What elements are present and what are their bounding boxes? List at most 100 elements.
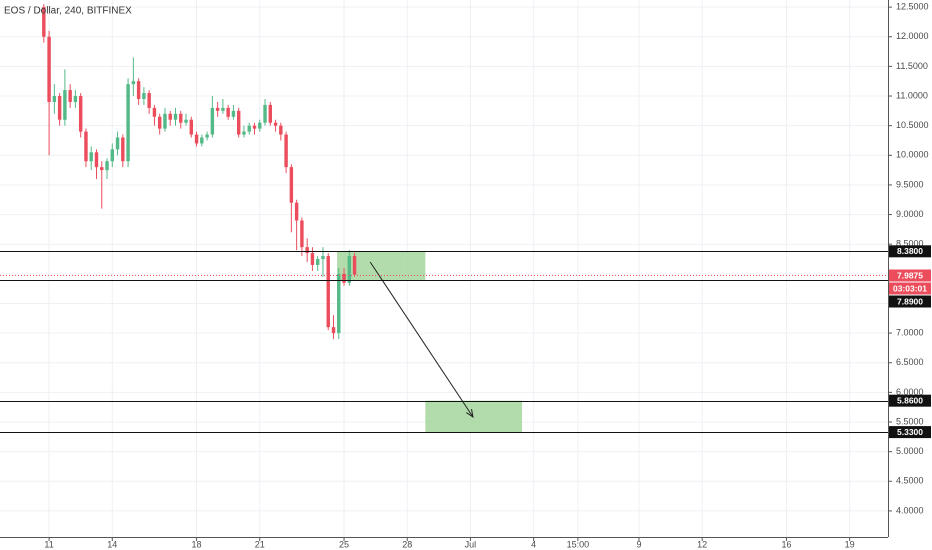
candle-body bbox=[73, 96, 78, 102]
plot bbox=[0, 4, 888, 433]
candle-body bbox=[194, 134, 199, 144]
candle-body bbox=[210, 107, 215, 135]
candle-body bbox=[252, 125, 257, 129]
price-badge bbox=[889, 394, 931, 407]
x-tick-label: Jul bbox=[465, 539, 477, 549]
candle-body bbox=[52, 96, 57, 102]
candle-body bbox=[294, 202, 299, 221]
x-tick-label: 18 bbox=[192, 539, 202, 549]
candle-body bbox=[89, 152, 93, 162]
candle-body bbox=[331, 327, 336, 334]
chart-title: EOS / Dollar, 240, BITFINEX bbox=[4, 6, 132, 17]
y-tick-label: 11.0000 bbox=[896, 90, 928, 100]
candle-body bbox=[78, 96, 83, 132]
candle-body bbox=[142, 93, 146, 99]
x-tick-label: 16 bbox=[781, 539, 791, 549]
candle-body bbox=[342, 273, 346, 283]
candle-body bbox=[337, 273, 341, 334]
candle-body bbox=[263, 104, 267, 123]
candle-body bbox=[247, 125, 251, 132]
arrow bbox=[369, 261, 474, 418]
candle-body bbox=[347, 256, 352, 283]
candle-body bbox=[121, 137, 125, 162]
x-tick-label: 15:00 bbox=[567, 539, 590, 549]
y-tick-label: 4.0000 bbox=[896, 505, 924, 515]
candle-body bbox=[68, 90, 72, 102]
candle-body bbox=[242, 131, 246, 135]
candle-body bbox=[179, 113, 183, 123]
candle-body bbox=[273, 122, 278, 126]
candle-body bbox=[152, 107, 157, 117]
candle-body bbox=[136, 81, 141, 99]
candle-body bbox=[163, 113, 167, 129]
price-badge-label: 7.8900 bbox=[897, 296, 923, 306]
candle-body bbox=[63, 90, 67, 120]
x-tick-label: 14 bbox=[107, 539, 117, 549]
candle-body bbox=[173, 113, 178, 120]
candle-body bbox=[42, 7, 46, 37]
candle-body bbox=[105, 161, 109, 171]
price-badge-label: 5.8600 bbox=[897, 395, 923, 405]
candle-body bbox=[300, 220, 304, 248]
candle-body bbox=[305, 247, 309, 254]
y-tick-label: 12.5000 bbox=[896, 1, 929, 11]
candle-body bbox=[289, 167, 294, 203]
y-tick-label: 10.5000 bbox=[896, 120, 929, 130]
candle-body bbox=[215, 107, 220, 111]
candle-body bbox=[94, 152, 99, 168]
grid bbox=[0, 0, 888, 537]
price-badge bbox=[889, 295, 931, 308]
candle-body bbox=[157, 116, 162, 129]
candle-body bbox=[205, 134, 209, 138]
x-tick-label: 21 bbox=[255, 539, 265, 549]
x-tick-label: 4 bbox=[531, 539, 536, 549]
candle-body bbox=[284, 134, 288, 168]
candle-body bbox=[268, 104, 273, 123]
y-tick-label: 8.5000 bbox=[896, 239, 924, 249]
y-tick-label: 9.0000 bbox=[896, 209, 924, 219]
y-tick-label: 5.5000 bbox=[896, 416, 924, 426]
price-badge-label: 7.9875 bbox=[897, 270, 923, 280]
x-tick-label: 25 bbox=[339, 539, 349, 549]
candle-body bbox=[352, 256, 357, 275]
x-tick-label: 19 bbox=[845, 539, 855, 549]
y-tick-label: 4.5000 bbox=[896, 476, 924, 486]
price-badge bbox=[889, 245, 931, 258]
candle-body bbox=[200, 137, 204, 144]
candle-body bbox=[100, 167, 104, 171]
candle-body bbox=[47, 36, 51, 102]
candle-body bbox=[310, 253, 315, 265]
target-box bbox=[425, 400, 523, 433]
candle-body bbox=[57, 96, 62, 120]
candle-body bbox=[221, 107, 225, 111]
price-badge bbox=[889, 269, 931, 282]
y-tick-label: 12.0000 bbox=[896, 31, 929, 41]
price-badge bbox=[889, 282, 931, 295]
price-badge-label: 5.3300 bbox=[897, 427, 923, 437]
candle-body bbox=[321, 256, 325, 260]
arrow-head bbox=[466, 409, 474, 419]
candle-body bbox=[226, 107, 230, 117]
y-tick-label: 9.5000 bbox=[896, 179, 924, 189]
y-tick-label: 10.0000 bbox=[896, 150, 929, 160]
x-tick-label: 9 bbox=[636, 539, 641, 549]
candle-body bbox=[189, 119, 194, 135]
candle-body bbox=[231, 110, 236, 117]
candle-body bbox=[110, 149, 115, 162]
y-tick-label: 6.0000 bbox=[896, 387, 924, 397]
y-tick-label: 11.5000 bbox=[896, 61, 928, 71]
y-tick-label: 5.0000 bbox=[896, 446, 924, 456]
candle-body bbox=[115, 137, 120, 150]
candle-body bbox=[326, 256, 330, 328]
candle-body bbox=[147, 93, 151, 108]
x-tick-label: 12 bbox=[697, 539, 707, 549]
candle-body bbox=[168, 113, 172, 120]
candle-body bbox=[258, 122, 262, 129]
candle-body bbox=[279, 125, 283, 135]
x-tick-label: 11 bbox=[44, 539, 53, 549]
candle-body bbox=[131, 81, 136, 85]
price-badge bbox=[889, 426, 931, 439]
candle-body bbox=[315, 259, 320, 265]
candle-body bbox=[84, 131, 88, 162]
